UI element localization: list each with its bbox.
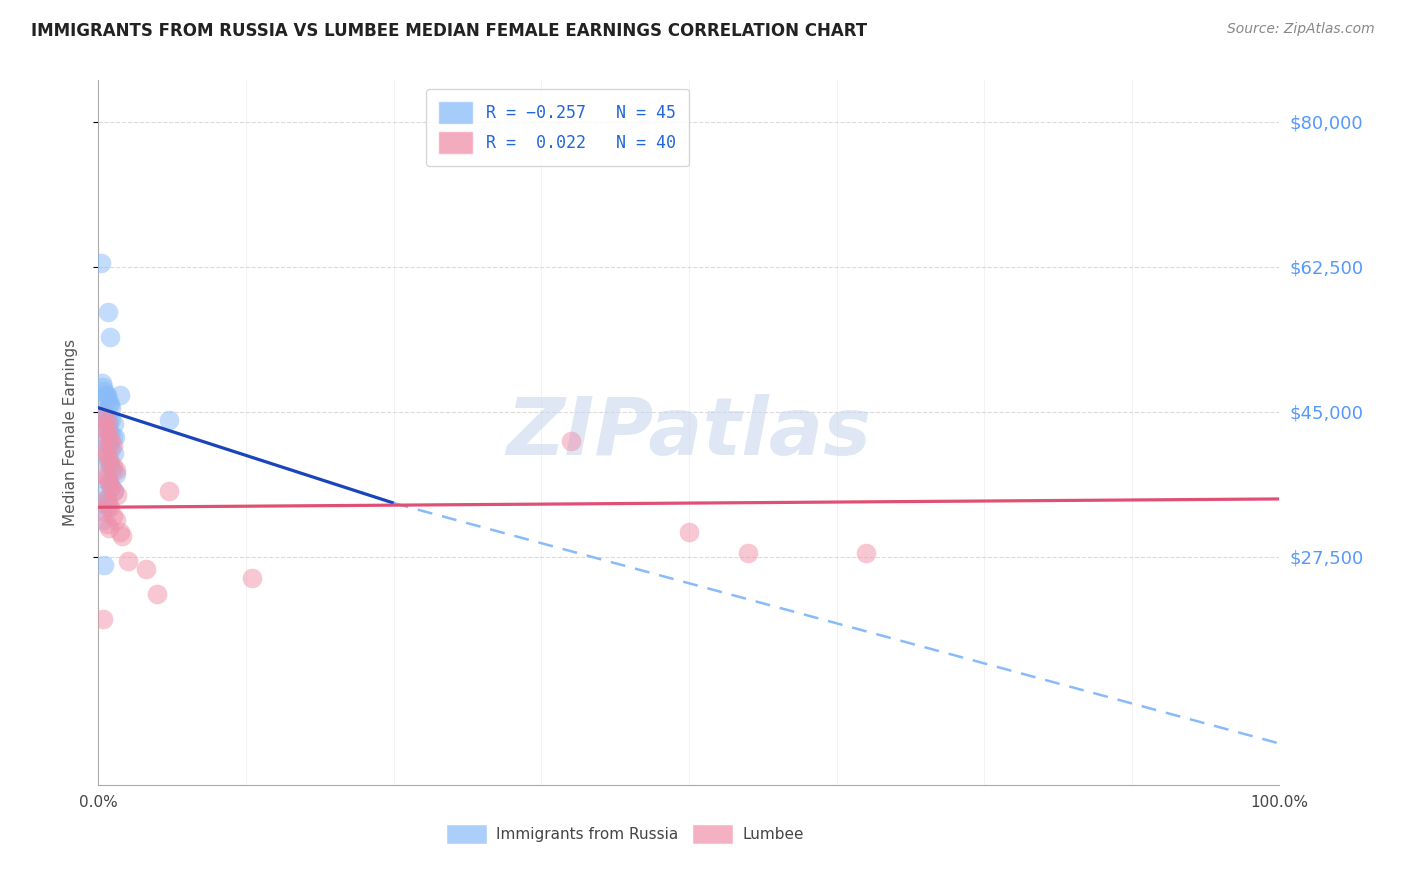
- Text: Immigrants from Russia: Immigrants from Russia: [496, 827, 678, 841]
- Point: [737, 546, 759, 560]
- Point: [101, 430, 124, 444]
- Point: [94, 446, 117, 460]
- Point: [94, 413, 117, 427]
- Point: [101, 438, 124, 452]
- Point: [98, 396, 121, 410]
- Text: Lumbee: Lumbee: [742, 827, 804, 841]
- Point: [91, 504, 114, 518]
- Point: [98, 430, 121, 444]
- Text: ZIPatlas: ZIPatlas: [506, 393, 872, 472]
- Point: [108, 525, 131, 540]
- Point: [91, 409, 114, 423]
- Point: [97, 500, 120, 515]
- Point: [108, 388, 131, 402]
- Point: [90, 255, 112, 269]
- Point: [98, 500, 121, 515]
- Point: [91, 376, 114, 390]
- Point: [855, 546, 877, 560]
- Point: [91, 405, 114, 419]
- Point: [117, 554, 139, 568]
- Point: [98, 475, 121, 490]
- Point: [94, 450, 117, 465]
- Point: [98, 458, 121, 473]
- Point: [146, 587, 169, 601]
- Text: IMMIGRANTS FROM RUSSIA VS LUMBEE MEDIAN FEMALE EARNINGS CORRELATION CHART: IMMIGRANTS FROM RUSSIA VS LUMBEE MEDIAN …: [31, 22, 868, 40]
- Point: [91, 442, 114, 457]
- Point: [96, 425, 118, 440]
- Point: [103, 417, 125, 432]
- Point: [678, 525, 700, 540]
- Point: [105, 463, 128, 477]
- Point: [98, 455, 121, 469]
- Point: [560, 434, 582, 448]
- Point: [93, 405, 115, 419]
- Point: [98, 330, 121, 344]
- Point: [100, 442, 122, 457]
- Point: [97, 392, 120, 407]
- Point: [96, 388, 118, 402]
- Point: [240, 571, 263, 585]
- Point: [97, 450, 120, 465]
- Point: [103, 483, 125, 498]
- Point: [94, 491, 117, 506]
- Point: [98, 521, 121, 535]
- Point: [157, 413, 180, 427]
- Point: [98, 425, 121, 440]
- Point: [97, 496, 120, 510]
- Point: [91, 471, 114, 485]
- Point: [100, 479, 122, 493]
- Point: [91, 434, 114, 448]
- Point: [96, 438, 118, 452]
- Point: [105, 467, 128, 481]
- Point: [105, 513, 128, 527]
- Point: [100, 413, 122, 427]
- Point: [93, 384, 115, 399]
- Point: [93, 421, 115, 435]
- Point: [100, 401, 122, 415]
- Point: [98, 475, 121, 490]
- Point: [98, 438, 121, 452]
- Point: [103, 446, 125, 460]
- Point: [91, 513, 114, 527]
- Point: [96, 491, 118, 506]
- Point: [91, 612, 114, 626]
- Point: [96, 516, 118, 531]
- Point: [103, 483, 125, 498]
- Point: [101, 463, 124, 477]
- Point: [100, 479, 122, 493]
- Point: [111, 529, 134, 543]
- Point: [97, 421, 120, 435]
- Point: [105, 488, 128, 502]
- Point: [96, 471, 118, 485]
- Point: [135, 562, 157, 576]
- Point: [98, 396, 121, 410]
- Point: [93, 467, 115, 481]
- Point: [93, 488, 115, 502]
- Text: Source: ZipAtlas.com: Source: ZipAtlas.com: [1227, 22, 1375, 37]
- Point: [97, 305, 120, 319]
- Y-axis label: Median Female Earnings: Median Female Earnings: [63, 339, 77, 526]
- Point: [94, 388, 117, 402]
- Point: [101, 508, 124, 523]
- Point: [94, 421, 117, 435]
- Legend: R = −0.257   N = 45, R =  0.022   N = 40: R = −0.257 N = 45, R = 0.022 N = 40: [426, 88, 689, 167]
- Point: [98, 434, 121, 448]
- Point: [93, 558, 115, 573]
- Point: [97, 455, 120, 469]
- Point: [97, 417, 120, 432]
- Point: [91, 496, 114, 510]
- Point: [91, 380, 114, 394]
- Point: [157, 483, 180, 498]
- Point: [101, 458, 124, 473]
- Point: [96, 409, 118, 423]
- Point: [104, 430, 127, 444]
- Point: [98, 413, 121, 427]
